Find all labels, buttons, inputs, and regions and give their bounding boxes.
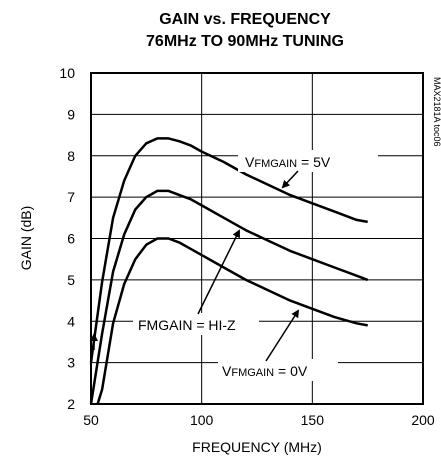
x-axis-label: FREQUENCY (MHz)	[192, 439, 322, 455]
series-line-0	[89, 137, 368, 363]
chart-title: GAIN vs. FREQUENCY	[159, 11, 331, 28]
series-lines	[89, 137, 369, 405]
annotation-0v-v: V	[222, 363, 232, 379]
arrow-hiz	[197, 229, 240, 315]
arrow-0v	[265, 309, 300, 362]
chart-subtitle: 76MHz TO 90MHz TUNING	[146, 33, 344, 50]
annotation-5v: VFMGAIN = 5V	[238, 150, 378, 189]
annotation-5v-rest: = 5V	[297, 154, 331, 170]
arrow-5v	[281, 170, 299, 189]
y-tick-label-2: 4	[67, 313, 75, 329]
annotation-hiz: FMGAIN = HI-Z	[133, 229, 259, 335]
y-tick-label-6: 8	[67, 148, 75, 164]
annotation-hiz-text: FMGAIN = HI-Z	[138, 317, 236, 333]
series-line-1	[89, 189, 369, 405]
x-tick-label-2: 150	[301, 412, 325, 428]
y-tick-label-7: 9	[67, 106, 75, 122]
x-tick-label-0: 50	[83, 412, 99, 428]
grid	[90, 72, 424, 405]
y-tick-label-4: 6	[67, 231, 75, 247]
svg-text:VFMGAIN = 5V: VFMGAIN = 5V	[245, 154, 331, 170]
svg-text:VFMGAIN = 0V: VFMGAIN = 0V	[222, 363, 308, 379]
y-tick-label-1: 3	[67, 355, 75, 371]
x-tick-label-1: 100	[190, 412, 214, 428]
annotation-5v-sub: FMGAIN	[254, 158, 297, 170]
y-tick-label-5: 7	[67, 189, 75, 205]
y-tick-label-0: 2	[67, 396, 75, 412]
x-tick-labels: 50 100 150 200	[83, 412, 435, 428]
annotation-0v: VFMGAIN = 0V	[218, 309, 338, 381]
annotation-0v-sub: FMGAIN	[231, 367, 274, 379]
y-tick-label-8: 10	[59, 65, 75, 81]
y-tick-labels: 2 3 4 5 6 7 8 9 10	[59, 65, 75, 412]
y-axis-label: GAIN (dB)	[18, 206, 34, 271]
series-line-2	[96, 237, 368, 405]
annotation-5v-v: V	[245, 154, 255, 170]
x-tick-label-3: 200	[411, 412, 435, 428]
plot-frame	[90, 72, 424, 405]
annotation-0v-rest: = 0V	[274, 363, 308, 379]
y-tick-label-3: 5	[67, 272, 75, 288]
figure-tag: MAX2181A toc06	[432, 77, 441, 147]
